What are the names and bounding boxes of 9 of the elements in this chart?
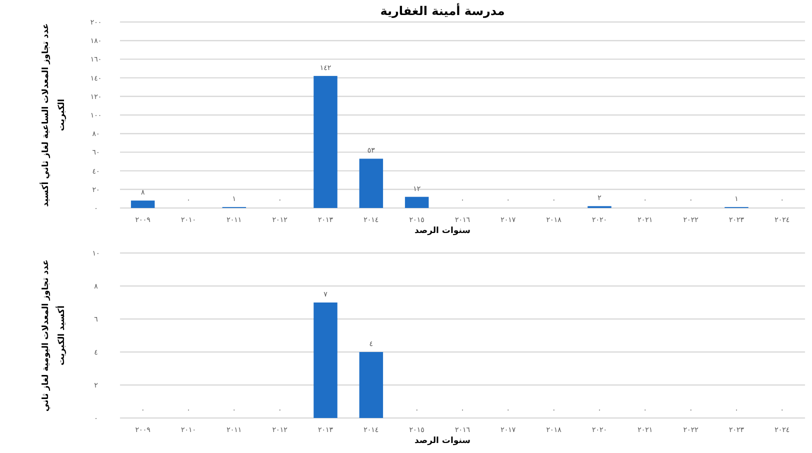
y-axis-title: عدد تجاوز المعدلات الساعية لغاز ثاني أكسيد الكبريت (38, 22, 68, 208)
bar (130, 200, 155, 208)
x-axis-title: سنوات الرصد (414, 226, 471, 236)
bar (404, 196, 429, 208)
bar (314, 76, 338, 208)
chart-title: مدرسة أمينة الغفارية (380, 3, 505, 18)
x-axis-title: سنوات الرصد (414, 436, 471, 446)
y-axis-title: عدد تجاوز المعدلات اليومية لغاز ثاني أكسيد الكبريت (40, 258, 68, 414)
bar (359, 158, 384, 208)
